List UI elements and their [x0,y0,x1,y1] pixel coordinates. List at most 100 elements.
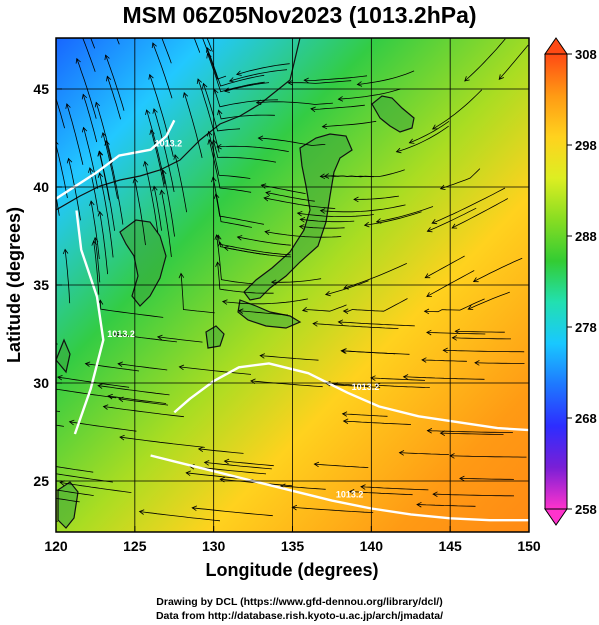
streamline [426,332,486,335]
streamline [66,103,84,165]
streamline-arrow [421,357,427,363]
streamline-arrow [152,108,158,114]
streamline-arrow [426,329,432,336]
colorbar-tick-label: 298 [575,138,597,153]
streamline-arrow [298,224,305,230]
streamline-arrow [472,277,479,283]
streamline [314,463,369,468]
streamline [473,257,523,282]
streamline [56,424,64,427]
streamline [217,262,274,294]
streamline-arrow [451,223,458,229]
streamline [56,273,57,279]
streamline [450,455,527,458]
streamline-arrow [431,124,438,130]
streamline-arrow [206,47,212,53]
y-tick-label: 35 [33,277,49,293]
colorbar-tick-label: 308 [575,47,597,62]
streamline-arrow [178,364,185,371]
streamline [440,432,504,435]
streamline [280,485,326,490]
isobar-label: 1013.2 [336,490,364,500]
streamline [474,362,525,364]
streamline-arrow [97,172,104,179]
streamline [99,211,108,275]
streamline [161,190,172,257]
streamline [452,337,511,340]
colorbar-tick-label: 288 [575,229,597,244]
streamline [213,139,276,163]
streamline-arrow [191,12,195,17]
streamline [297,212,374,217]
streamline-arrow [426,227,433,233]
streamline [427,430,513,433]
streamline-arrow [97,383,103,389]
streamline-arrow [228,77,235,83]
y-tick-label: 40 [33,179,49,195]
streamline-arrow [149,129,155,135]
streamline-arrow [97,150,103,157]
streamline [229,69,288,82]
streamline-arrow [321,123,328,130]
streamline [224,247,292,258]
streamline-arrow [104,139,110,146]
streamline-arrow [62,248,69,255]
streamline-arrow [459,475,465,482]
streamline [399,452,449,455]
streamline-arrow [408,138,415,144]
streamline [416,504,476,507]
streamline-arrow [265,190,271,197]
streamline [265,231,342,238]
streamline [427,207,477,232]
streamline [56,473,113,483]
streamline-arrow [26,460,31,465]
streamline [217,145,289,152]
streamline-arrow [215,261,221,267]
streamline [56,97,65,129]
streamline [338,321,415,327]
streamline-arrow [310,106,316,113]
streamline-arrow [395,147,402,154]
streamline [105,54,125,111]
streamline-arrow [197,446,204,453]
streamline-arrow [151,42,157,49]
streamline-arrow [138,509,145,515]
streamline-arrow [221,299,228,305]
streamline-arrow [432,491,438,497]
streamline [376,206,434,223]
streamline-arrow [149,9,153,14]
streamline-arrow [182,92,189,98]
streamline-arrow [319,173,326,179]
streamline-arrow [77,26,82,31]
streamline [183,92,203,158]
streamline [498,44,529,80]
streamline [364,211,422,226]
streamline-arrow [270,279,277,286]
streamline [162,170,175,237]
credit-drawing: Drawing by DCL (https://www.gfd-dennou.o… [156,596,443,608]
streamline [98,151,110,201]
streamline [94,237,101,283]
streamline-arrow [94,101,101,108]
streamline [56,497,80,503]
streamline-arrow [374,382,381,389]
streamline-arrow [101,132,107,138]
streamline-arrow [207,130,213,137]
colorbar-tick-label: 258 [575,502,597,517]
streamline [357,70,415,85]
streamline-arrow [104,54,110,61]
streamline [102,132,118,199]
streamline [325,280,369,295]
streamline [237,236,291,246]
streamline [85,363,140,372]
streamline [265,192,315,202]
streamline [95,102,113,164]
streamline [313,323,399,329]
streamline-arrow [159,189,165,196]
streamline [198,448,244,454]
isobar-label: 1013.2 [107,329,135,339]
streamline [82,38,96,72]
streamline [56,520,58,522]
streamline [338,88,401,100]
streamline [106,76,121,120]
